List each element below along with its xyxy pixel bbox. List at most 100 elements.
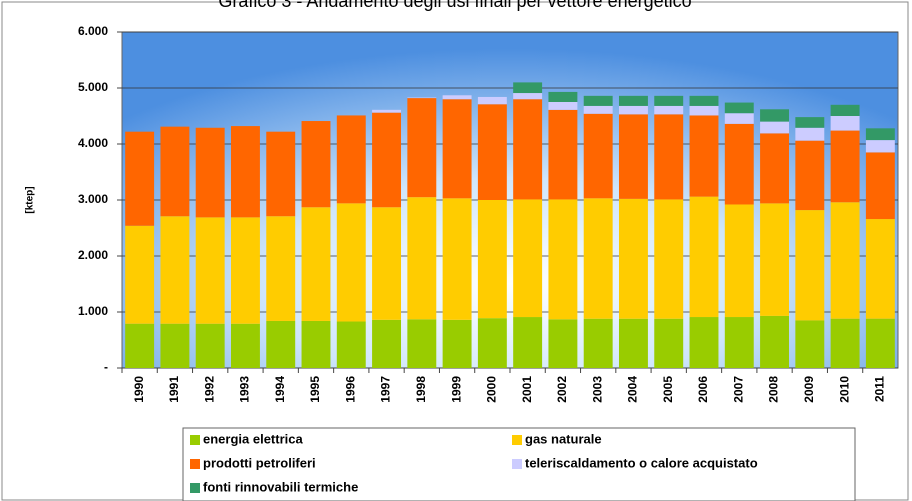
- bar-segment: [442, 198, 472, 320]
- bar-segment: [266, 216, 296, 321]
- bar-segment: [125, 225, 155, 324]
- bar-segment: [160, 323, 190, 368]
- bar-segment: [477, 200, 507, 319]
- bar-segment: [513, 99, 543, 200]
- bar-segment: [583, 105, 613, 114]
- bar-segment: [724, 113, 754, 124]
- bar-segment: [830, 130, 860, 203]
- bar-segment: [618, 95, 648, 106]
- bar-segment: [513, 317, 543, 368]
- bar-segment: [795, 127, 825, 141]
- bar-segment: [336, 115, 366, 204]
- legend-swatch: [190, 459, 200, 469]
- bar-segment: [654, 114, 684, 200]
- x-tick-label: 2009: [802, 376, 816, 403]
- bar-segment: [583, 113, 613, 199]
- bar-segment: [230, 323, 260, 368]
- bar-segment: [760, 121, 790, 134]
- bar-segment: [795, 320, 825, 368]
- bar-segment: [795, 210, 825, 321]
- bar-segment: [724, 102, 754, 114]
- bar-segment: [583, 95, 613, 106]
- x-tick-label: 1991: [167, 376, 181, 403]
- bar-segment: [724, 204, 754, 318]
- chart-title: Grafico 3 - Andamento degli usi finali p…: [218, 0, 691, 11]
- x-tick-label: 1998: [414, 376, 428, 403]
- x-tick-label: 2007: [731, 376, 745, 403]
- bar-segment: [513, 199, 543, 318]
- bar-segment: [689, 115, 719, 197]
- bar-segment: [583, 318, 613, 368]
- x-tick-label: 2000: [485, 376, 499, 403]
- legend-swatch: [190, 483, 200, 493]
- bar-segment: [618, 105, 648, 115]
- x-tick-label: 2002: [555, 376, 569, 403]
- bar-segment: [372, 112, 402, 208]
- bar-segment: [548, 91, 578, 102]
- legend-swatch: [512, 459, 522, 469]
- bar-segment: [336, 203, 366, 322]
- bar-segment: [548, 109, 578, 200]
- bar-segment: [407, 98, 437, 198]
- bar-segment: [230, 126, 260, 218]
- x-tick-label: 2010: [837, 376, 851, 403]
- y-axis-label: [ktep]: [25, 186, 36, 213]
- bar-segment: [372, 319, 402, 368]
- bar-segment: [760, 133, 790, 204]
- bar-segment: [372, 109, 402, 113]
- bar-segment: [830, 318, 860, 368]
- y-tick-label: 5.000: [78, 80, 108, 94]
- legend-swatch: [190, 435, 200, 445]
- legend-label: fonti rinnovabili termiche: [203, 479, 358, 494]
- bar-segment: [618, 114, 648, 199]
- bar-segment: [830, 104, 860, 116]
- bar-segment: [125, 131, 155, 226]
- bar-segment: [548, 199, 578, 320]
- legend-label: energia elettrica: [203, 431, 303, 446]
- x-tick-label: 2008: [767, 376, 781, 403]
- bar-segment: [513, 82, 543, 94]
- bar-segment: [407, 319, 437, 368]
- legend-label: teleriscaldamento o calore acquistato: [525, 455, 758, 470]
- bar-segment: [724, 317, 754, 368]
- bar-segment: [160, 126, 190, 217]
- x-tick-label: 1996: [343, 376, 357, 403]
- bar-segment: [442, 99, 472, 199]
- bar-segment: [195, 217, 225, 324]
- bar-segment: [477, 318, 507, 368]
- bar-segment: [760, 109, 790, 122]
- bar-segment: [195, 127, 225, 218]
- bar-segment: [301, 320, 331, 368]
- x-tick-label: 1993: [238, 376, 252, 403]
- bar-segment: [266, 320, 296, 368]
- x-tick-label: 1999: [449, 376, 463, 403]
- x-tick-label: 2004: [626, 376, 640, 403]
- bar-segment: [618, 198, 648, 319]
- bar-segment: [442, 95, 472, 100]
- bar-segment: [830, 202, 860, 319]
- bar-segment: [407, 197, 437, 320]
- bar-segment: [654, 199, 684, 319]
- legend-label: gas naturale: [525, 431, 602, 446]
- bar-segment: [865, 219, 895, 319]
- x-tick-label: 1994: [273, 376, 287, 403]
- bar-segment: [513, 93, 543, 100]
- bar-segment: [795, 140, 825, 211]
- x-tick-label: 1992: [202, 376, 216, 403]
- bar-segment: [372, 207, 402, 320]
- x-tick-label: 2003: [590, 376, 604, 403]
- bar-segment: [689, 196, 719, 318]
- bar-segment: [689, 105, 719, 116]
- bar-segment: [301, 121, 331, 208]
- bar-segment: [195, 323, 225, 368]
- bar-segment: [865, 152, 895, 220]
- bar-segment: [160, 216, 190, 324]
- y-tick-label: -: [104, 360, 108, 374]
- legend-swatch: [512, 435, 522, 445]
- bar-segment: [689, 95, 719, 106]
- bar-segment: [865, 140, 895, 153]
- bar-segment: [760, 203, 790, 316]
- y-tick-label: 1.000: [78, 304, 108, 318]
- x-tick-label: 1990: [132, 376, 146, 403]
- bar-segment: [618, 318, 648, 368]
